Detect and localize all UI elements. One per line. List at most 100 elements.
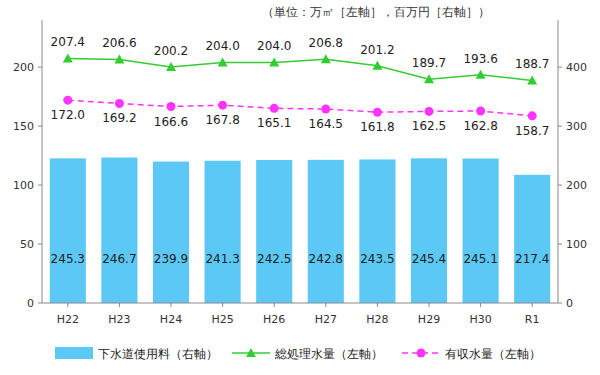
data-label: 165.1 xyxy=(257,116,291,130)
marker xyxy=(114,54,124,63)
data-label: 204.0 xyxy=(205,39,239,53)
marker xyxy=(218,101,227,110)
data-label: 204.0 xyxy=(257,39,291,53)
bar xyxy=(101,158,137,303)
marker xyxy=(63,96,72,105)
y-tick xyxy=(38,244,42,245)
marker xyxy=(424,74,434,83)
x-tick-label: H28 xyxy=(366,313,388,326)
marker xyxy=(218,57,228,66)
x-tick-label: H22 xyxy=(57,313,79,326)
marker xyxy=(321,105,330,114)
data-label: 239.9 xyxy=(154,252,188,266)
x-tick-label: H30 xyxy=(469,313,491,326)
x-tick xyxy=(480,303,481,307)
marker xyxy=(476,107,485,116)
y2-tick xyxy=(558,303,562,304)
x-tick-label: H26 xyxy=(263,313,285,326)
y-tick-label: 0 xyxy=(27,297,34,310)
marker xyxy=(115,99,124,108)
data-label: 189.7 xyxy=(412,56,446,70)
marker xyxy=(167,102,176,111)
data-label: 245.4 xyxy=(412,252,446,266)
x-tick-label: H25 xyxy=(211,313,233,326)
legend-marker xyxy=(246,348,256,357)
data-label: 162.8 xyxy=(463,119,497,133)
x-tick xyxy=(532,303,533,307)
marker xyxy=(373,108,382,117)
y2-tick xyxy=(558,67,562,68)
legend: 下水道使用料（右軸）総処理水量（左軸）有収水量（左軸） xyxy=(55,347,541,361)
y-tick-label: 150 xyxy=(13,120,34,133)
legend-swatch xyxy=(55,347,93,359)
bar xyxy=(463,158,499,303)
data-label: 166.6 xyxy=(154,115,188,129)
data-label: 161.8 xyxy=(360,120,394,134)
marker xyxy=(527,75,537,84)
bar xyxy=(359,159,395,303)
data-label: 242.8 xyxy=(309,252,343,266)
legend-label: 下水道使用料（右軸） xyxy=(98,347,218,361)
data-label: 172.0 xyxy=(51,108,85,122)
y-tick-label: 100 xyxy=(13,179,34,192)
marker xyxy=(372,61,382,70)
data-label: 193.6 xyxy=(463,52,497,66)
line xyxy=(68,100,532,116)
x-tick xyxy=(377,303,378,307)
data-label: 201.2 xyxy=(360,43,394,57)
y2-tick xyxy=(558,185,562,186)
y-tick xyxy=(38,185,42,186)
y-tick xyxy=(38,303,42,304)
y2-tick-label: 0 xyxy=(566,297,573,310)
x-tick xyxy=(429,303,430,307)
legend-marker xyxy=(417,349,426,358)
data-label: 162.5 xyxy=(412,119,446,133)
data-label: 246.7 xyxy=(102,252,136,266)
y-tick-label: 200 xyxy=(13,61,34,74)
bar xyxy=(411,158,447,303)
y2-tick-label: 100 xyxy=(566,238,587,251)
bar xyxy=(256,160,292,303)
y2-axis xyxy=(558,20,559,303)
data-label: 243.5 xyxy=(360,252,394,266)
title: （単位：万㎥［左軸］，百万円［右軸］） xyxy=(262,5,490,19)
data-label: 241.3 xyxy=(205,252,239,266)
x-tick xyxy=(67,303,68,307)
x-tick-label: H27 xyxy=(315,313,337,326)
data-labels: 245.3246.7239.9241.3242.5242.8243.5245.4… xyxy=(51,35,550,266)
y-tick-label: 50 xyxy=(20,238,34,251)
x-tick xyxy=(325,303,326,307)
marker xyxy=(321,54,331,63)
data-label: 169.2 xyxy=(102,111,136,125)
x-tick xyxy=(119,303,120,307)
y2-tick-label: 400 xyxy=(566,61,587,74)
y2-tick xyxy=(558,126,562,127)
x-tick-label: R1 xyxy=(525,313,540,326)
data-label: 158.7 xyxy=(515,124,549,138)
data-label: 207.4 xyxy=(51,35,85,49)
marker xyxy=(269,57,279,66)
data-label: 200.2 xyxy=(154,44,188,58)
y-axis xyxy=(42,20,43,303)
x-tick-label: H29 xyxy=(418,313,440,326)
data-label: 206.8 xyxy=(309,36,343,50)
x-tick-label: H24 xyxy=(160,313,182,326)
bar xyxy=(308,160,344,303)
data-label: 164.5 xyxy=(309,117,343,131)
marker xyxy=(63,53,73,62)
marker xyxy=(528,111,537,120)
x-tick xyxy=(274,303,275,307)
bar xyxy=(205,161,241,303)
y-tick xyxy=(38,126,42,127)
data-label: 167.8 xyxy=(205,113,239,127)
data-label: 242.5 xyxy=(257,252,291,266)
marker xyxy=(166,62,176,71)
x-tick-label: H23 xyxy=(108,313,130,326)
data-label: 245.1 xyxy=(463,252,497,266)
y2-tick-label: 300 xyxy=(566,120,587,133)
x-tick xyxy=(222,303,223,307)
marker xyxy=(476,70,486,79)
chart: （単位：万㎥［左軸］，百万円［右軸］）245.3246.7239.9241.32… xyxy=(0,0,600,375)
plot-area xyxy=(50,53,551,303)
data-label: 217.4 xyxy=(515,252,549,266)
